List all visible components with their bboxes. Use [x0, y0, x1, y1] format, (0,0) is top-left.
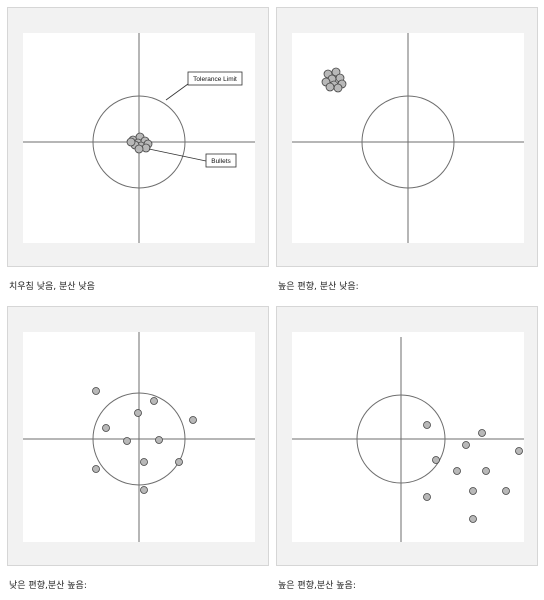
bullets-callout-box — [205, 153, 237, 168]
bullet-hole — [469, 515, 477, 523]
bullet-group — [321, 67, 347, 93]
bullet-hole — [453, 467, 461, 475]
bullet-hole — [423, 421, 431, 429]
bullet-hole — [150, 397, 158, 405]
target-diagram — [292, 332, 524, 542]
bullet-hole — [333, 83, 343, 93]
bullet-hole — [515, 447, 523, 455]
bullet-group — [423, 421, 523, 523]
target-diagram: Tolerance Limit Bullets — [23, 33, 255, 243]
target-canvas — [292, 332, 524, 542]
bullet-hole — [469, 487, 477, 495]
panel-low-bias-high-variance — [7, 306, 269, 566]
tolerance-circle — [356, 394, 446, 484]
tolerance-limit-label: Tolerance Limit — [193, 76, 237, 83]
bullets-label: Bullets — [211, 158, 231, 165]
bullet-hole — [92, 465, 100, 473]
bullet-hole — [134, 409, 142, 417]
target-diagram — [292, 33, 524, 243]
tolerance-circle — [361, 95, 455, 189]
bullet-hole — [140, 458, 148, 466]
bullet-hole — [423, 493, 431, 501]
caption-panel-4: 높은 편향,분산 높음: — [278, 581, 356, 591]
tolerance-circle — [92, 392, 186, 486]
bullet-group — [126, 132, 153, 154]
bullet-hole — [462, 441, 470, 449]
bullet-hole — [482, 467, 490, 475]
bullet-hole — [189, 416, 197, 424]
bullet-hole — [155, 436, 163, 444]
bullet-hole — [102, 424, 110, 432]
caption-panel-2: 높은 편향, 분산 낮음: — [278, 282, 359, 292]
tolerance-callout-box — [187, 71, 243, 86]
bullet-hole — [134, 144, 144, 154]
panel-high-bias-low-variance — [276, 7, 538, 267]
bullet-hole — [432, 456, 440, 464]
tolerance-callout-line — [165, 83, 189, 101]
bullet-hole — [123, 437, 131, 445]
bullet-hole — [325, 82, 335, 92]
bullet-group — [92, 387, 197, 494]
caption-panel-3: 낮은 편향,분산 높음: — [9, 581, 87, 591]
tolerance-circle — [92, 95, 186, 189]
caption-panel-1: 치우침 낮음, 분산 낮음 — [9, 282, 95, 292]
bullet-hole — [175, 458, 183, 466]
bullet-hole — [478, 429, 486, 437]
bullet-hole — [140, 486, 148, 494]
panel-low-bias-low-variance: Tolerance Limit Bullets — [7, 7, 269, 267]
bullet-hole — [502, 487, 510, 495]
bullet-hole — [126, 137, 136, 147]
bullet-hole — [92, 387, 100, 395]
panel-high-bias-high-variance — [276, 306, 538, 566]
bullets-callout-line — [148, 148, 207, 162]
target-diagram — [23, 332, 255, 542]
bullet-hole — [331, 67, 341, 77]
